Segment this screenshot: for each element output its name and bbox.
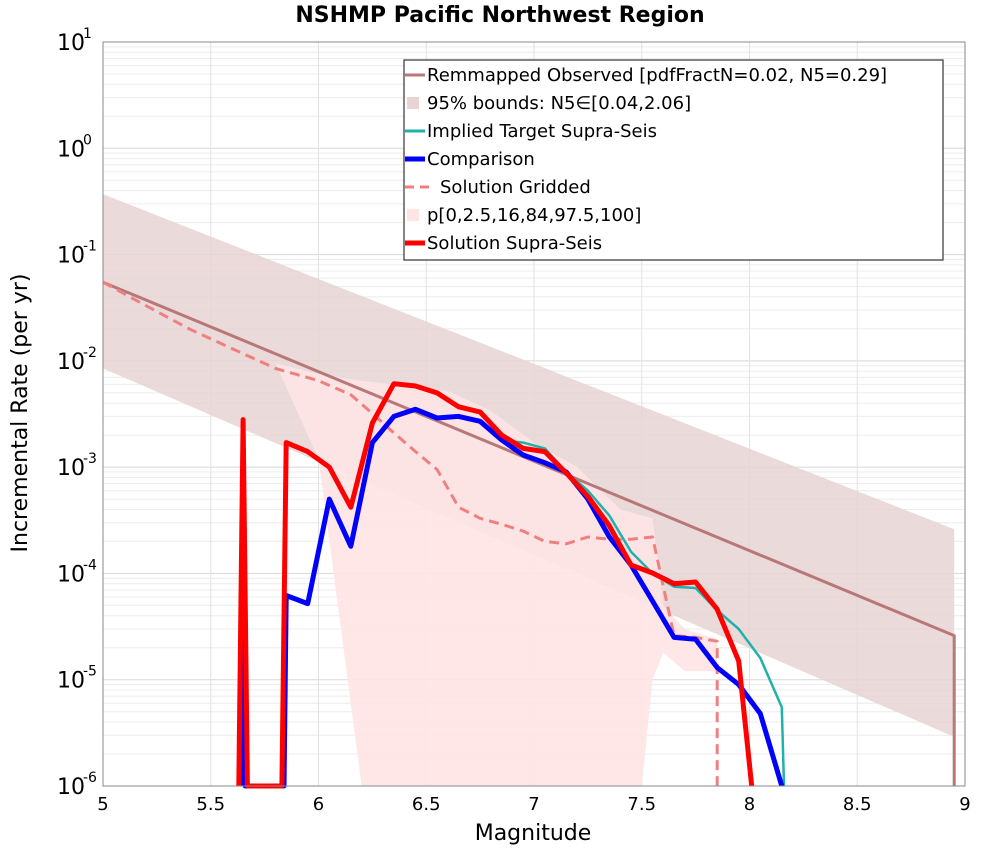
- legend-item: p[0,2.5,16,84,97.5,100]: [407, 205, 641, 226]
- legend-label: Implied Target Supra-Seis: [427, 121, 657, 142]
- x-tick-label: 7.5: [627, 794, 656, 815]
- y-tick-exponent: -2: [83, 345, 97, 361]
- percentile-band: [103, 282, 718, 786]
- legend-label: Solution Supra-Seis: [427, 233, 602, 254]
- legend-label: Remmapped Observed [pdfFractN=0.02, N5=0…: [427, 65, 887, 86]
- legend-label: Comparison: [427, 149, 535, 170]
- x-tick-label: 7: [528, 794, 539, 815]
- solution-supra-seis-line: [236, 381, 755, 789]
- legend-label: Solution Gridded: [440, 177, 591, 198]
- y-tick-base: 10: [57, 350, 85, 375]
- legend-item: 95% bounds: N5∈[0.04,2.06]: [407, 93, 691, 114]
- y-tick-exponent: -3: [83, 451, 97, 467]
- y-tick-base: 10: [57, 562, 85, 587]
- y-tick-base: 10: [57, 31, 85, 56]
- y-tick-label: 10-3: [57, 451, 97, 481]
- y-tick-base: 10: [57, 456, 85, 481]
- y-tick-label: 10-4: [57, 557, 97, 587]
- y-axis-label: Incremental Rate (per yr): [8, 274, 33, 553]
- y-tick-exponent: 1: [83, 26, 92, 42]
- y-tick-base: 10: [57, 137, 85, 162]
- y-tick-base: 10: [57, 244, 85, 269]
- x-tick-label: 9: [959, 794, 970, 815]
- y-tick-label: 100: [57, 132, 92, 162]
- y-tick-label: 101: [57, 26, 92, 56]
- x-tick-label: 6.5: [412, 794, 441, 815]
- legend-item: Remmapped Observed [pdfFractN=0.02, N5=0…: [405, 65, 887, 86]
- band-layer: [103, 194, 955, 786]
- y-tick-exponent: 0: [83, 132, 92, 148]
- legend-swatch: [407, 209, 419, 221]
- chart-title: NSHMP Pacific Northwest Region: [295, 3, 704, 28]
- legend-label: 95% bounds: N5∈[0.04,2.06]: [427, 93, 691, 114]
- legend-item: Solution Supra-Seis: [405, 233, 602, 254]
- x-tick-label: 8.5: [843, 794, 872, 815]
- legend: Remmapped Observed [pdfFractN=0.02, N5=0…: [403, 59, 944, 261]
- x-axis-ticks: 5 5.5 6 6.5 7 7.5 8 8.5 9: [97, 794, 970, 815]
- legend-swatch: [407, 97, 419, 109]
- solution-gridded-line: [102, 280, 719, 786]
- y-tick-exponent: -4: [83, 557, 97, 573]
- y-tick-base: 10: [57, 775, 85, 800]
- y-tick-label: 10-6: [57, 770, 97, 800]
- x-tick-label: 5.5: [196, 794, 225, 815]
- x-axis-label: Magnitude: [475, 821, 592, 846]
- comparison-line: [238, 406, 785, 789]
- series-lines: [102, 280, 956, 789]
- y-tick-base: 10: [57, 669, 85, 694]
- y-tick-label: 10-5: [57, 664, 97, 694]
- legend-box: [403, 59, 944, 261]
- y-tick-exponent: -1: [83, 239, 97, 255]
- y-tick-label: 10-2: [57, 345, 97, 375]
- x-tick-label: 8: [744, 794, 755, 815]
- x-tick-label: 5: [97, 794, 108, 815]
- legend-item: Implied Target Supra-Seis: [405, 121, 657, 142]
- legend-item: Comparison: [405, 149, 535, 170]
- plot-frame: [102, 41, 966, 787]
- y-tick-exponent: -6: [83, 770, 97, 786]
- y-tick-exponent: -5: [83, 664, 97, 680]
- y-tick-label: 10-1: [57, 239, 97, 269]
- x-tick-label: 6: [313, 794, 324, 815]
- legend-item: Solution Gridded: [405, 177, 591, 198]
- legend-label: p[0,2.5,16,84,97.5,100]: [427, 205, 641, 226]
